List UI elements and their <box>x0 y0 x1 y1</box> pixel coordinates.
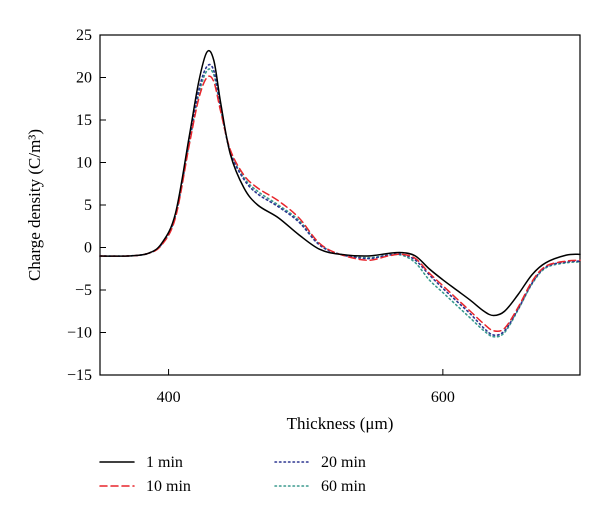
series-line-10-min <box>99 75 581 333</box>
y-tick-label: 10 <box>76 155 92 172</box>
y-tick-label: −15 <box>67 367 92 384</box>
x-tick-label: 400 <box>157 389 181 406</box>
series-line-20-min <box>99 63 581 336</box>
series-layer <box>99 49 581 338</box>
x-tick-label: 600 <box>431 389 455 406</box>
legend-label: 60 min <box>321 478 366 495</box>
x-axis-ticks: 400 600 <box>157 369 455 406</box>
x-axis-title: Thickness (μm) <box>287 414 394 433</box>
y-axis-ticks: 25 20 15 10 5 0 −5 −10 −15 <box>67 27 106 384</box>
legend-label: 20 min <box>321 454 366 471</box>
y-tick-label: −10 <box>67 325 92 342</box>
y-tick-label: 5 <box>84 197 92 214</box>
y-tick-label: 20 <box>76 70 92 87</box>
legend: 1 min 10 min 20 min 60 min <box>99 454 366 495</box>
y-tick-label: 25 <box>76 27 92 44</box>
series-line-1-min <box>99 49 581 317</box>
y-axis-title: Charge density (C/m³) <box>25 129 44 281</box>
y-tick-label: 15 <box>76 112 92 129</box>
series-line-60-min <box>99 68 581 338</box>
legend-label: 10 min <box>146 478 191 495</box>
y-tick-label: 0 <box>84 240 92 257</box>
y-tick-label: −5 <box>75 282 92 299</box>
legend-label: 1 min <box>146 454 183 471</box>
